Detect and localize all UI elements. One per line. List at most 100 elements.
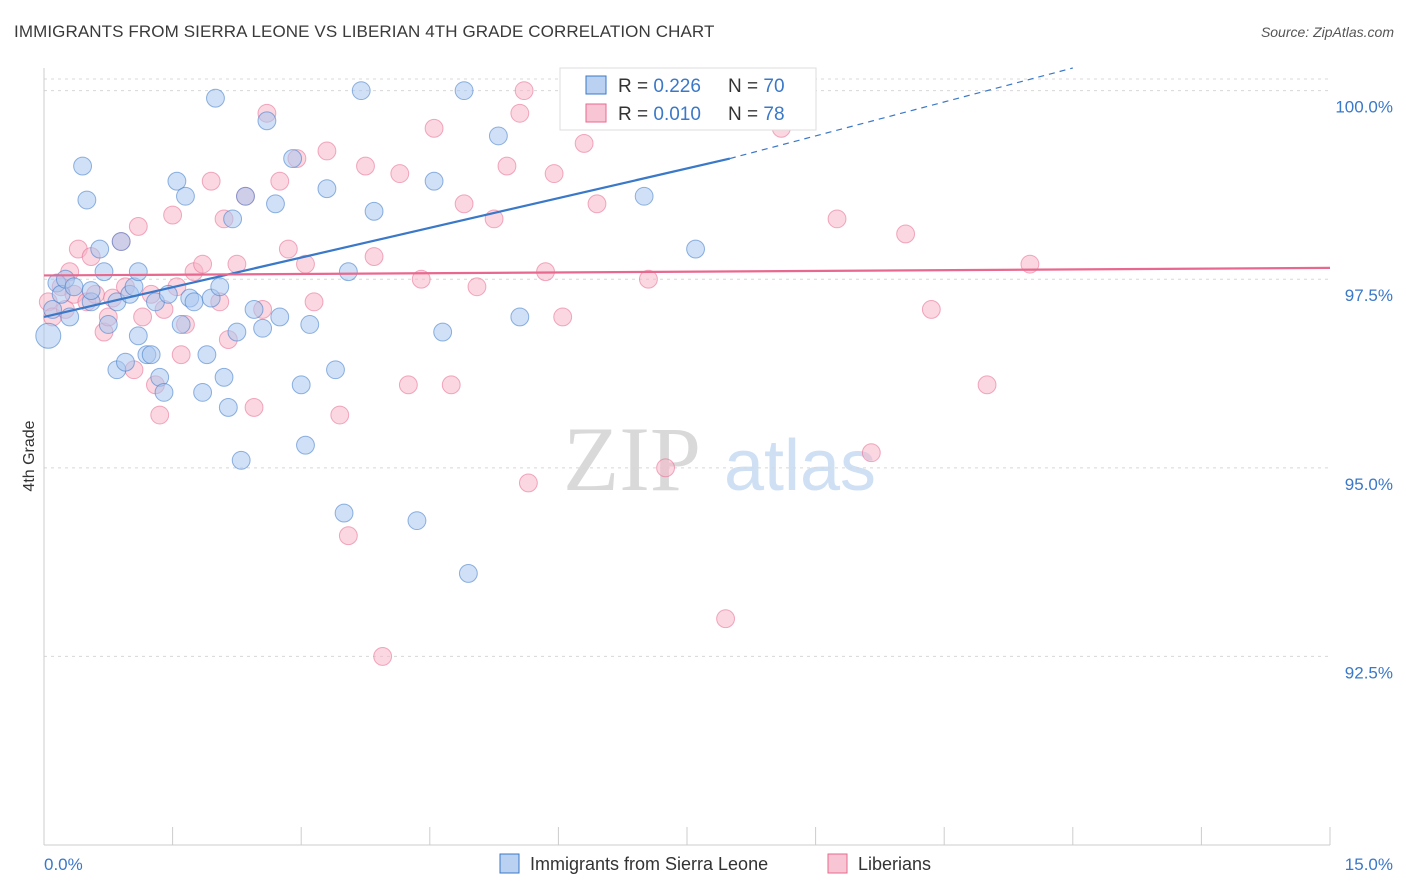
legend-label-sierra-leone: Immigrants from Sierra Leone (530, 854, 768, 874)
scatter-point (73, 156, 93, 176)
scatter-point (326, 360, 345, 380)
stats-n-label-blue: N = (728, 76, 763, 97)
scatter-point (201, 171, 221, 191)
scatter-point (424, 118, 444, 138)
scatter-point (128, 262, 148, 282)
y-tick-label: 100.0% (1335, 98, 1393, 117)
scatter-point (266, 194, 285, 214)
watermark: ZIP atlas (563, 408, 876, 510)
stats-r-value-pink: 0.010 (653, 104, 701, 125)
scatter-point (407, 511, 427, 531)
scatter-point (231, 450, 251, 470)
series-legend: Immigrants from Sierra Leone Liberians (499, 853, 931, 874)
scatter-point (206, 88, 225, 108)
trend-line-sierra-leone-extension (729, 67, 1073, 160)
scatter-point (133, 307, 153, 327)
x-tick-labels: 0.0% 15.0% (44, 855, 1393, 874)
scatter-point (171, 345, 191, 365)
scatter-point (90, 239, 110, 259)
y-tick-label: 92.5% (1345, 663, 1393, 682)
x-tick-label-max: 15.0% (1345, 855, 1393, 874)
stats-swatch-blue (585, 75, 607, 95)
scatter-point (861, 443, 881, 463)
scatter-point (77, 190, 97, 210)
scatter-point (634, 186, 654, 206)
stats-r-label-blue: R = (618, 76, 653, 97)
scatter-point (244, 398, 264, 417)
scatter-point (150, 405, 170, 425)
series-liberians (38, 81, 1040, 666)
svg-text:N = 78: N = 78 (728, 104, 785, 125)
legend-swatch-sierra-leone (499, 853, 520, 874)
trend-lines (43, 67, 1331, 319)
scatter-point (638, 269, 658, 289)
watermark-zip: ZIP (563, 408, 701, 510)
scatter-point (111, 232, 131, 251)
stats-n-label-pink: N = (728, 104, 763, 125)
scatter-point (128, 216, 148, 236)
scatter-point (510, 307, 530, 327)
scatter-point (587, 194, 607, 214)
y-tick-labels: 92.5% 95.0% 97.5% 100.0% (1335, 98, 1393, 683)
scatter-point (488, 126, 508, 146)
x-tick-label-min: 0.0% (44, 855, 83, 874)
stats-n-value-pink: 78 (763, 104, 784, 125)
scatter-point (176, 186, 195, 206)
scatter-point (236, 186, 255, 206)
stats-legend-box: R = 0.226 N = 70 R = 0.010 N = 78 (559, 67, 817, 131)
grid-lines (44, 78, 1330, 657)
scatter-point (283, 149, 303, 168)
stats-r-label-pink: R = (618, 104, 653, 125)
scatter-point (317, 179, 337, 199)
svg-text:R = 0.226: R = 0.226 (618, 76, 701, 97)
scatter-point (184, 292, 204, 312)
svg-text:R = 0.010: R = 0.010 (618, 104, 701, 125)
scatter-point (193, 254, 213, 274)
scatter-point (218, 398, 238, 417)
scatter-point (223, 209, 243, 229)
scatter-point (163, 205, 183, 225)
scatter-point (128, 326, 148, 346)
x-tick-marks (43, 827, 1331, 845)
scatter-point (827, 209, 847, 229)
chart-source: Source: ZipAtlas.com (1260, 24, 1394, 40)
scatter-point (896, 224, 916, 244)
scatter-point (154, 382, 174, 402)
scatter-point (141, 345, 161, 365)
scatter-point (317, 141, 337, 161)
scatter-point (364, 247, 384, 267)
y-axis-label: 4th Grade (21, 420, 38, 491)
scatter-point (81, 281, 101, 300)
trend-line-sierra-leone (43, 157, 731, 319)
scatter-point (458, 563, 478, 583)
scatter-point (510, 103, 530, 123)
scatter-point (544, 164, 564, 184)
scatter-point (270, 307, 290, 327)
scatter-point (330, 405, 350, 425)
scatter-point (356, 156, 375, 176)
scatter-point (716, 609, 736, 629)
scatter-point (454, 194, 474, 214)
scatter-point (411, 269, 431, 289)
scatter-point (257, 111, 277, 131)
scatter-point (227, 322, 247, 342)
scatter-point (454, 81, 474, 101)
scatter-point (467, 277, 487, 297)
scatter-point (167, 171, 187, 191)
scatter-point (424, 171, 444, 191)
scatter-point (514, 81, 534, 101)
legend-label-liberians: Liberians (858, 854, 931, 874)
legend-swatch-liberians (827, 853, 848, 874)
watermark-atlas: atlas (724, 426, 876, 506)
scatter-point (390, 164, 410, 184)
scatter-point (338, 262, 358, 282)
scatter-point (338, 526, 358, 546)
scatter-point (278, 239, 298, 259)
scatter-point (433, 322, 453, 342)
svg-text:N = 70: N = 70 (728, 76, 785, 97)
scatter-point (977, 375, 997, 395)
scatter-point (171, 315, 191, 334)
scatter-point (921, 299, 941, 319)
scatter-point (656, 458, 675, 478)
